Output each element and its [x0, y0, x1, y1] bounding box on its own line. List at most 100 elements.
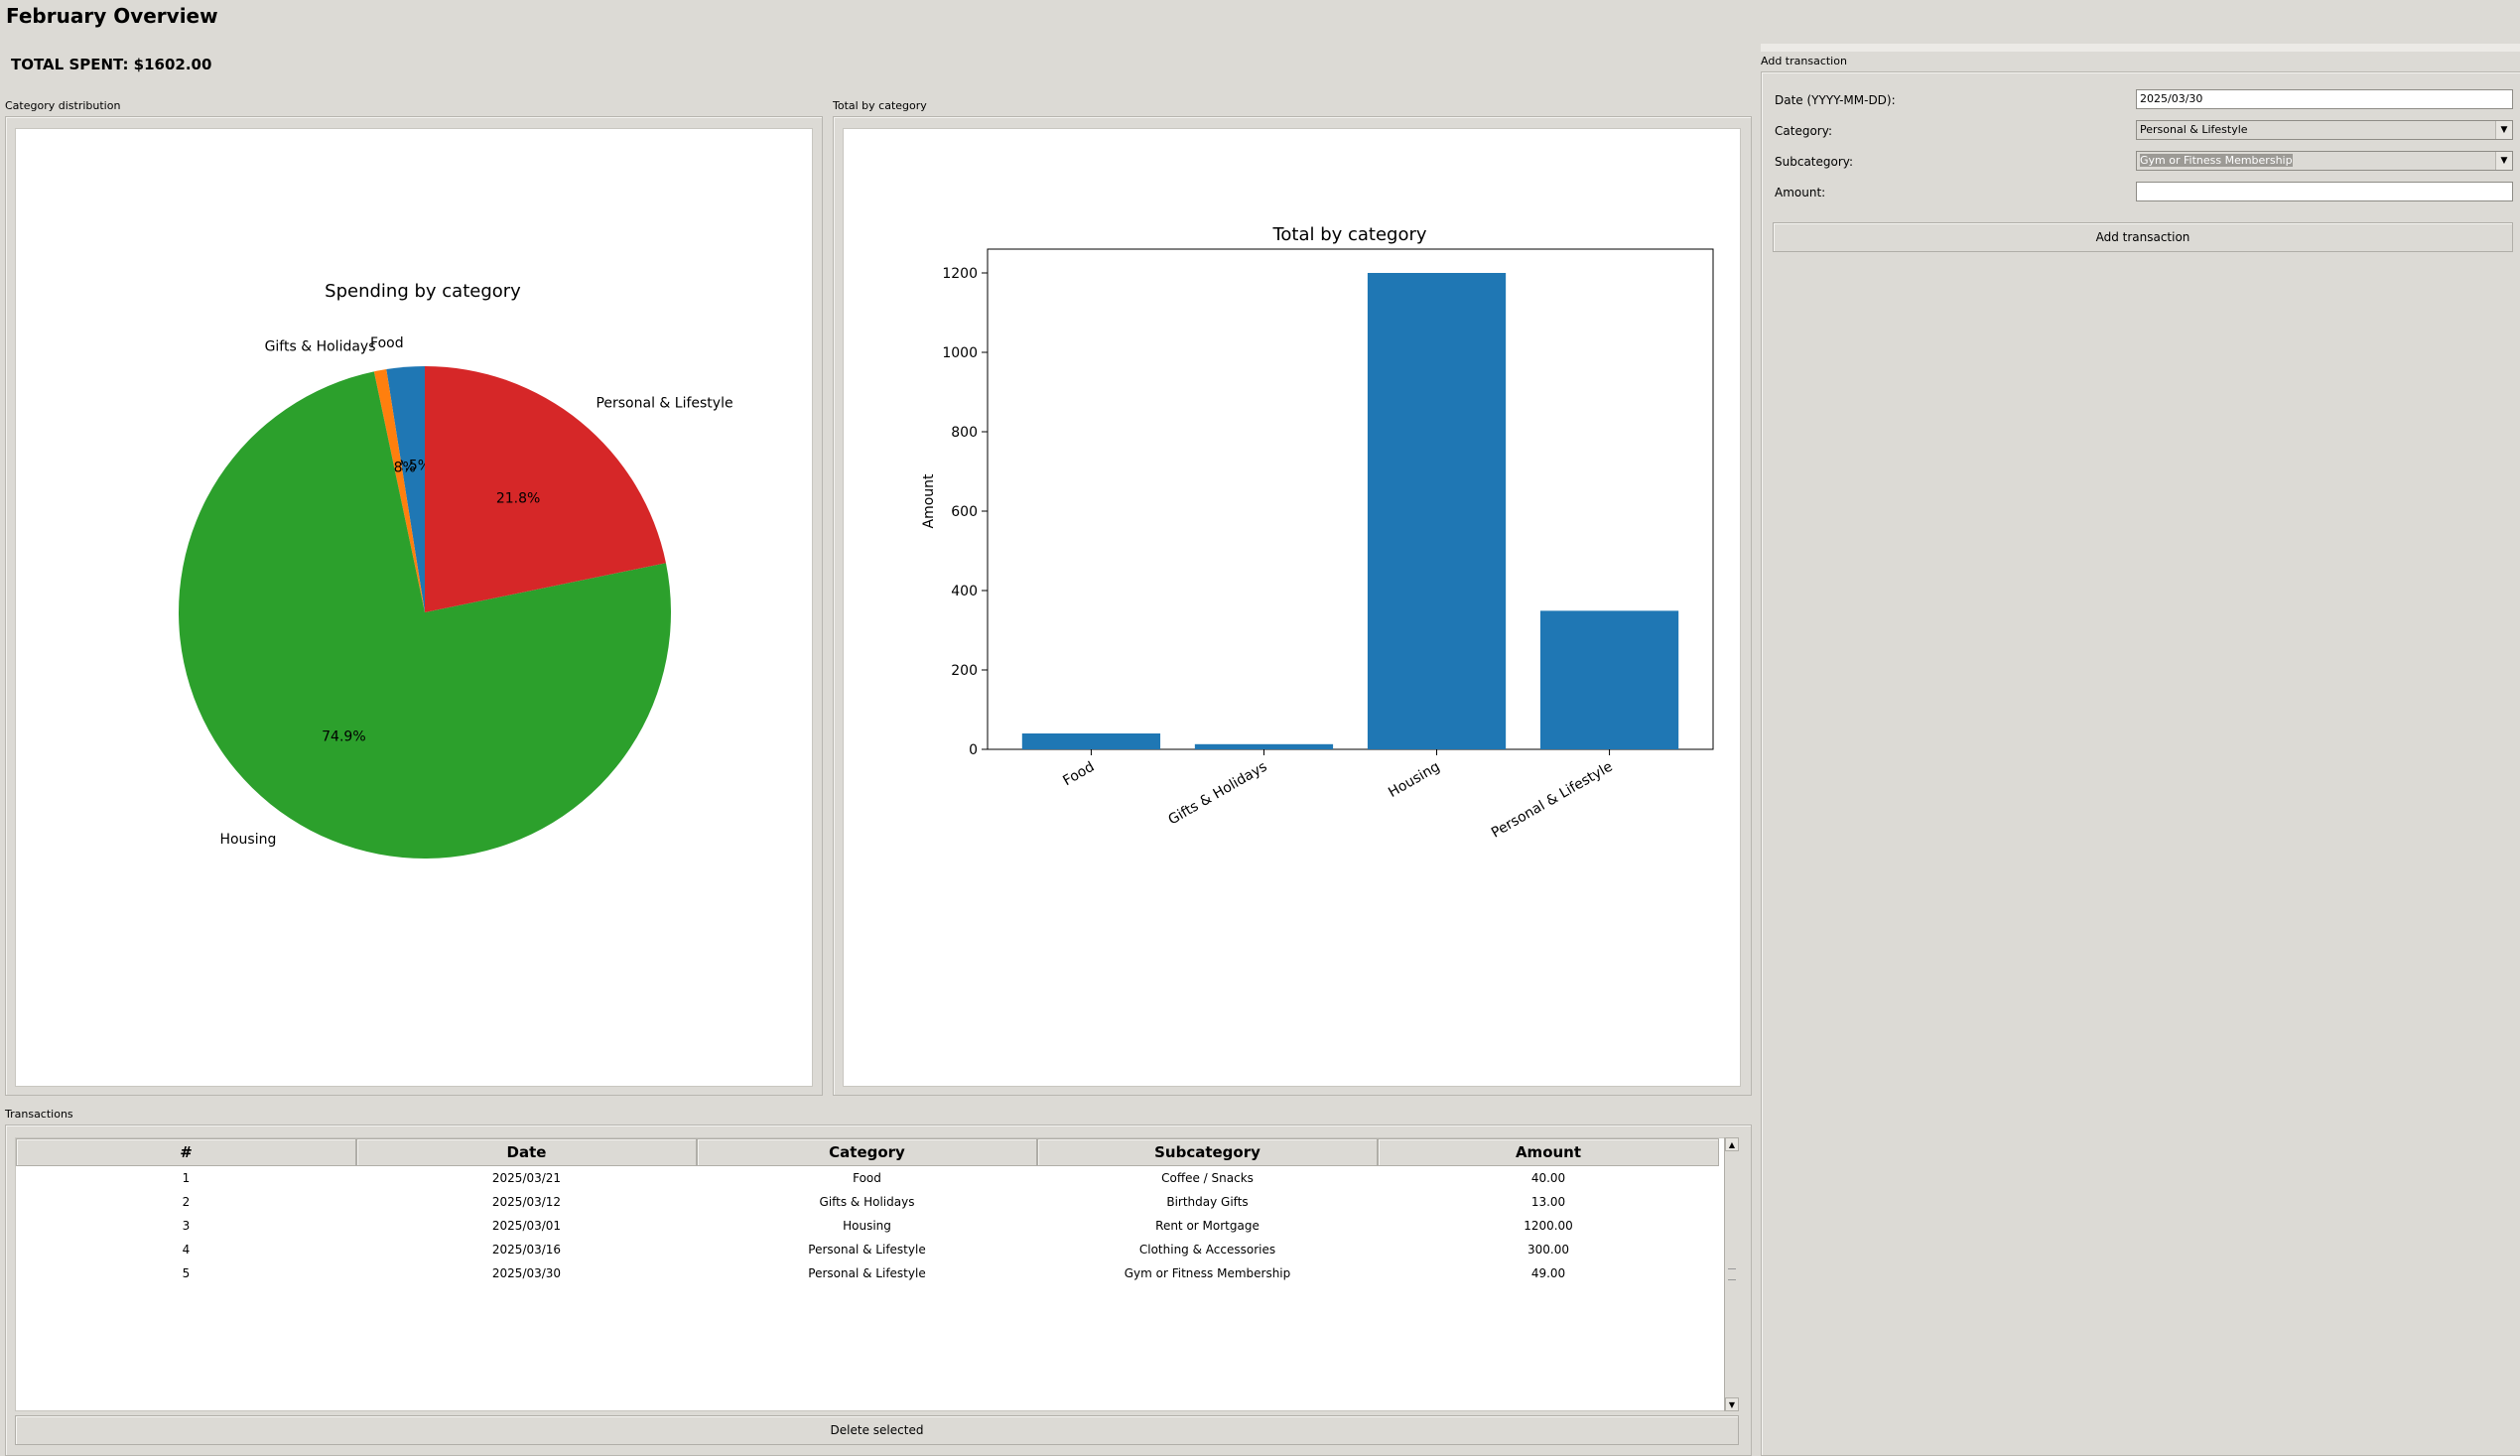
x-tick-label: Gifts & Holidays	[1166, 759, 1270, 829]
amount-label: Amount:	[1775, 186, 1826, 199]
add-transaction-button[interactable]: Add transaction	[1773, 222, 2513, 252]
table-cell: 49.00	[1530, 1266, 1566, 1280]
table-row[interactable]: 2 2025/03/12 Gifts & Holidays Birthday Gift…	[16, 1190, 1725, 1214]
y-tick-label: 600	[951, 504, 978, 520]
table-cell: 2025/03/16	[491, 1243, 562, 1257]
bar-chart: Total by category Amount 0 200 400 600 800 10…	[921, 224, 1714, 842]
table-cell: Clothing & Accessories	[1138, 1243, 1276, 1257]
y-tick-label: 200	[951, 663, 978, 679]
pie-category-label: Gifts & Holidays	[265, 339, 376, 355]
table-cell: 1200.00	[1524, 1219, 1573, 1233]
delete-selected-button[interactable]: Delete selected	[15, 1415, 1739, 1445]
column-header[interactable]: Date	[356, 1138, 697, 1166]
pie-chart-canvas: Spending by category Food 2.5% Gifts & Hol…	[15, 128, 813, 1087]
column-header[interactable]: Amount	[1378, 1138, 1719, 1166]
pie-category-label: Food	[370, 335, 404, 351]
category-label: Category:	[1775, 124, 1832, 138]
subcategory-select-value: Gym or Fitness Membership	[2140, 154, 2293, 167]
page-title: February Overview	[6, 4, 218, 28]
y-tick-label: 800	[951, 425, 978, 441]
bar-gifts-holidays	[1194, 743, 1334, 749]
table-cell: Personal & Lifestyle	[808, 1266, 926, 1280]
column-header[interactable]: Subcategory	[1037, 1138, 1378, 1166]
amount-field[interactable]	[2136, 182, 2513, 201]
table-cell: Rent or Mortgage	[1155, 1219, 1260, 1233]
total-spent-label: TOTAL SPENT: $1602.00	[11, 56, 212, 73]
pie-panel-label: Category distribution	[5, 99, 121, 112]
table-scrollbar[interactable]: ▲ ▼	[1724, 1137, 1740, 1411]
table-row[interactable]: 3 2025/03/01 Housing Rent or Mortgage 1200.0…	[16, 1214, 1725, 1238]
chevron-down-icon[interactable]: ▼	[2495, 121, 2512, 139]
table-cell: 4	[182, 1243, 191, 1257]
bar-housing	[1367, 273, 1507, 749]
scroll-down-icon[interactable]: ▼	[1725, 1397, 1739, 1411]
bar-chart-title: Total by category	[1271, 224, 1426, 245]
table-row[interactable]: 5 2025/03/30 Personal & Lifestyle Gym or Fi…	[16, 1261, 1725, 1285]
table-cell: 40.00	[1530, 1171, 1566, 1185]
scroll-grip-icon[interactable]	[1728, 1268, 1736, 1280]
pie-category-label: Personal & Lifestyle	[596, 396, 732, 412]
table-cell: 3	[182, 1219, 191, 1233]
table-cell: 2025/03/21	[491, 1171, 562, 1185]
pie-slice-gifts-holidays	[373, 369, 425, 612]
chevron-down-icon[interactable]: ▼	[2495, 152, 2512, 170]
y-tick-label: 1200	[942, 266, 978, 282]
y-tick-label: 400	[951, 584, 978, 599]
x-tick-label: Personal & Lifestyle	[1489, 759, 1616, 842]
table-cell: Birthday Gifts	[1166, 1195, 1249, 1209]
table-body: 1 2025/03/21 Food Coffee / Snacks 40.00 2 2025…	[16, 1166, 1725, 1285]
y-tick-label: 1000	[942, 345, 978, 361]
pie-slice-food	[386, 366, 425, 612]
table-cell: Food	[853, 1171, 881, 1185]
bar-plot-frame	[987, 248, 1714, 750]
add-transaction-frame	[1761, 71, 2520, 1456]
table-cell: Coffee / Snacks	[1161, 1171, 1254, 1185]
table-cell: 2025/03/12	[491, 1195, 562, 1209]
bar-panel-frame	[833, 116, 1752, 1096]
table-cell: 2025/03/30	[491, 1266, 562, 1280]
table-cell: Housing	[843, 1219, 891, 1233]
table-row[interactable]: 1 2025/03/21 Food Coffee / Snacks 40.00	[16, 1166, 1725, 1190]
transactions-table: # Date Category Subcategory Amount 1 2025/03/…	[15, 1137, 1726, 1411]
date-field[interactable]: 2025/03/30	[2136, 89, 2513, 109]
y-tick-label: 0	[969, 742, 978, 758]
pie-chart: Spending by category Food 2.5% Gifts & Hol…	[179, 281, 733, 859]
pie-chart-title: Spending by category	[325, 281, 521, 302]
table-cell: 1	[182, 1171, 191, 1185]
bar-personal-lifestyle	[1539, 610, 1679, 749]
bar-panel-label: Total by category	[833, 99, 927, 112]
category-select-value: Personal & Lifestyle	[2140, 123, 2248, 136]
pie-percent-label: 2.5%	[396, 459, 432, 474]
scroll-up-icon[interactable]: ▲	[1725, 1137, 1739, 1151]
pie-category-label: Housing	[219, 832, 276, 848]
add-transaction-label: Add transaction	[1761, 55, 1847, 67]
x-tick-label: Food	[1060, 759, 1097, 790]
table-cell: 2025/03/01	[491, 1219, 562, 1233]
pie-percent-label: 21.8%	[496, 491, 540, 507]
bar-chart-ylabel: Amount	[921, 473, 937, 529]
pie-slice-housing	[179, 371, 671, 859]
transactions-label: Transactions	[5, 1108, 73, 1121]
column-header[interactable]: Category	[697, 1138, 1037, 1166]
table-cell: 13.00	[1530, 1195, 1566, 1209]
bar-chart-canvas: Total by category Amount 0 200 400 600 800 10…	[843, 128, 1741, 1087]
x-tick-label: Housing	[1386, 759, 1442, 801]
table-cell: 2	[182, 1195, 191, 1209]
pie-slice-personal-lifestyle	[425, 366, 666, 612]
column-header[interactable]: #	[16, 1138, 356, 1166]
table-header: # Date Category Subcategory Amount	[16, 1138, 1725, 1166]
subcategory-label: Subcategory:	[1775, 155, 1854, 169]
top-strip	[1761, 44, 2520, 52]
table-cell: Gym or Fitness Membership	[1124, 1266, 1291, 1280]
pie-panel-frame	[5, 116, 823, 1096]
table-cell: Gifts & Holidays	[819, 1195, 915, 1209]
table-cell: 300.00	[1527, 1243, 1569, 1257]
bar-food	[1021, 733, 1161, 749]
subcategory-select[interactable]: Gym or Fitness Membership ▼	[2136, 151, 2513, 171]
table-cell: 5	[182, 1266, 191, 1280]
category-select[interactable]: Personal & Lifestyle ▼	[2136, 120, 2513, 140]
table-cell: Personal & Lifestyle	[808, 1243, 926, 1257]
table-row[interactable]: 4 2025/03/16 Personal & Lifestyle Clothing …	[16, 1238, 1725, 1261]
pie-percent-label: 74.9%	[322, 728, 365, 744]
date-label: Date (YYYY-MM-DD):	[1775, 93, 1896, 107]
